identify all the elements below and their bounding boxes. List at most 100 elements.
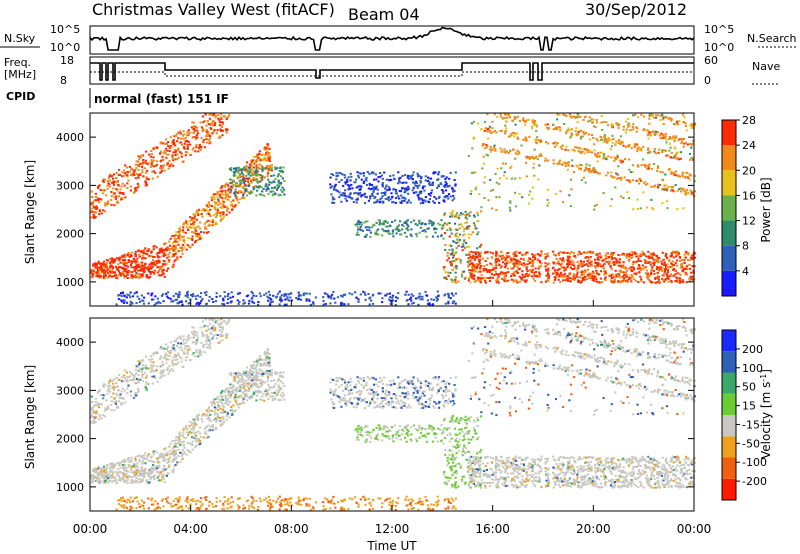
range-gate-cell [162,164,165,167]
range-gate-cell [675,121,678,124]
range-gate-cell [104,481,107,484]
range-gate-cell [412,191,415,194]
range-gate-cell [682,207,685,210]
range-gate-cell [195,211,198,214]
range-gate-cell [219,214,223,217]
range-gate-cell [421,222,424,225]
range-gate-cell [570,132,573,135]
range-gate-cell [97,260,100,263]
range-gate-cell [360,195,363,198]
range-gate-cell [521,276,524,279]
range-gate-cell [215,202,218,204]
range-gate-cell [638,271,641,274]
range-gate-cell [489,150,492,153]
range-gate-cell [163,142,166,145]
range-gate-cell [591,277,594,279]
range-gate-cell [377,292,380,295]
range-gate-cell [121,271,124,274]
range-gate-cell [403,221,406,224]
range-gate-cell [411,302,414,305]
range-gate-cell [140,294,143,297]
range-gate-cell [386,225,389,228]
range-gate-cell [527,202,530,205]
range-gate-cell [251,172,254,175]
range-gate-cell [414,191,417,194]
range-gate-cell [331,201,334,204]
range-gate-cell [617,275,620,278]
range-gate-cell [109,257,112,260]
range-gate-cell [204,135,207,138]
range-gate-cell [622,128,625,131]
range-gate-cell [195,235,198,237]
range-gate-cell [458,233,462,236]
range-gate-cell [622,266,625,269]
range-gate-cell [411,178,414,181]
range-gate-cell [484,268,488,271]
range-gate-cell [513,251,516,254]
range-gate-cell [507,152,510,154]
range-gate-cell [251,162,254,165]
range-gate-cell [656,167,659,169]
range-gate-cell [679,277,682,280]
range-gate-cell [249,168,252,171]
range-gate-cell [267,290,270,293]
range-gate-cell [147,162,150,165]
range-gate-cell [450,232,453,235]
range-gate-cell [232,167,236,170]
range-gate-cell [166,163,169,166]
range-gate-cell [436,235,439,238]
range-gate-cell [234,188,237,191]
range-gate-cell [446,259,449,262]
range-gate-cell [665,188,669,190]
range-gate-cell [456,240,459,243]
range-gate-cell [414,180,418,183]
range-gate-cell [169,164,172,167]
range-gate-cell [96,473,99,476]
range-gate-cell [188,237,191,240]
range-gate-cell [230,189,233,191]
range-gate-cell [272,174,276,177]
range-gate-cell [513,274,516,277]
range-gate-cell [254,178,257,180]
range-gate-cell [103,465,106,468]
range-gate-cell [525,175,528,178]
range-gate-cell [609,148,612,151]
range-gate-cell [126,273,129,276]
range-gate-cell [392,174,395,177]
range-gate-cell [259,295,262,298]
range-gate-cell [633,143,636,146]
range-gate-cell [501,261,505,264]
range-gate-cell [538,273,541,276]
range-gate-cell [492,188,495,191]
range-gate-cell [681,175,684,178]
range-gate-cell [433,228,436,231]
range-gate-cell [214,122,217,125]
range-gate-cell [258,150,261,153]
range-gate-cell [652,185,655,188]
range-gate-cell [690,271,693,274]
range-gate-cell [182,238,185,241]
range-gate-cell [94,266,97,269]
range-gate-cell [217,203,220,206]
range-gate-cell [170,146,173,149]
range-gate-cell [384,193,387,196]
range-gate-cell [215,223,218,226]
range-gate-cell [579,164,582,166]
range-gate-cell [544,160,547,162]
range-gate-cell [650,115,653,118]
range-gate-cell [591,151,594,154]
range-gate-cell [245,177,248,180]
range-gate-cell [136,295,139,298]
range-gate-cell [610,252,614,255]
range-gate-cell [657,165,660,168]
range-gate-cell [245,295,248,298]
range-gate-cell [119,273,122,276]
range-gate-cell [344,182,347,185]
range-gate-cell [639,253,642,256]
range-gate-cell [440,175,443,178]
range-gate-cell [444,196,447,199]
range-gate-cell [264,154,267,157]
range-gate-cell [596,160,599,163]
range-gate-cell [515,279,518,282]
range-gate-cell [144,181,147,184]
